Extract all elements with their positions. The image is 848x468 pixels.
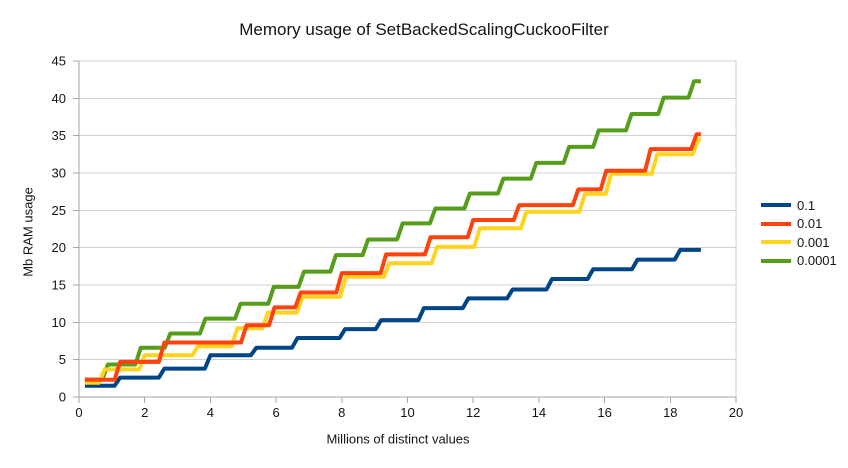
x-tick-label-2: 2	[141, 405, 148, 420]
y-tick-label-0: 0	[59, 390, 66, 405]
y-tick-label-5: 5	[59, 352, 66, 367]
x-tick-label-6: 6	[272, 405, 279, 420]
legend-swatch-blue-icon	[761, 203, 791, 208]
x-tick-label-10: 10	[400, 405, 414, 420]
series-line-0.1	[84, 247, 701, 388]
legend-label: 0.001	[797, 234, 830, 250]
y-tick-label-10: 10	[52, 315, 66, 330]
legend-swatch-green-icon	[761, 258, 791, 263]
y-tick-label-20: 20	[52, 240, 66, 255]
x-tick-label-12: 12	[466, 405, 480, 420]
y-tick-label-25: 25	[52, 203, 66, 218]
y-tick-label-30: 30	[52, 166, 66, 181]
y-tick-label-15: 15	[52, 278, 66, 293]
y-tick-label-35: 35	[52, 128, 66, 143]
legend-swatch-red-icon	[761, 221, 791, 226]
x-tick-label-16: 16	[597, 405, 611, 420]
x-tick-label-14: 14	[532, 405, 546, 420]
x-tick-label-8: 8	[338, 405, 345, 420]
x-tick-label-20: 20	[729, 405, 743, 420]
y-tick-label-45: 45	[52, 54, 66, 69]
y-axis-title: Mb RAM usage	[20, 187, 36, 277]
x-axis-title: Millions of distinct values	[326, 431, 470, 447]
x-tick-label-18: 18	[663, 405, 677, 420]
legend-item-0.0001: 0.0001	[761, 252, 837, 271]
legend-label: 0.01	[797, 216, 823, 232]
legend-swatch-yellow-icon	[761, 240, 791, 245]
x-tick-label-0: 0	[75, 405, 82, 420]
legend-label: 0.0001	[797, 253, 837, 269]
x-tick-label-4: 4	[207, 405, 214, 420]
legend-item-0.001: 0.001	[761, 233, 837, 252]
legend-label: 0.1	[797, 197, 816, 213]
y-tick-label-40: 40	[52, 91, 66, 106]
legend-item-0.01: 0.01	[761, 215, 837, 234]
series-line-0.01	[84, 132, 701, 382]
legend: 0.1 0.01 0.001 0.0001	[761, 196, 837, 270]
chart-title: Memory usage of SetBackedScalingCuckooFi…	[239, 20, 609, 39]
series-line-0.001	[84, 137, 701, 385]
series-line-0.0001	[84, 79, 701, 382]
legend-item-0.1: 0.1	[761, 196, 837, 215]
